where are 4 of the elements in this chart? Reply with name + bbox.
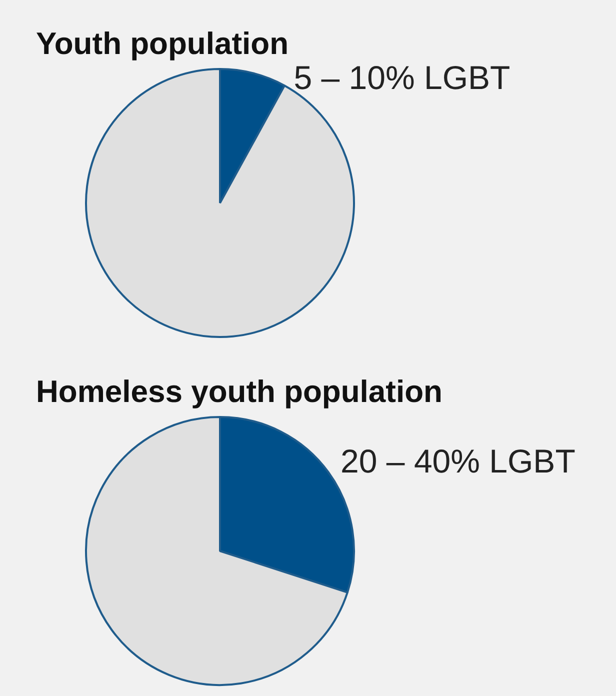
slice-label: 5 – 10% LGBT: [294, 59, 510, 96]
chart-title: Homeless youth population: [35, 373, 444, 409]
slice-label: 20 – 40% LGBT: [340, 442, 576, 480]
chart-title: Youth population: [35, 25, 290, 61]
